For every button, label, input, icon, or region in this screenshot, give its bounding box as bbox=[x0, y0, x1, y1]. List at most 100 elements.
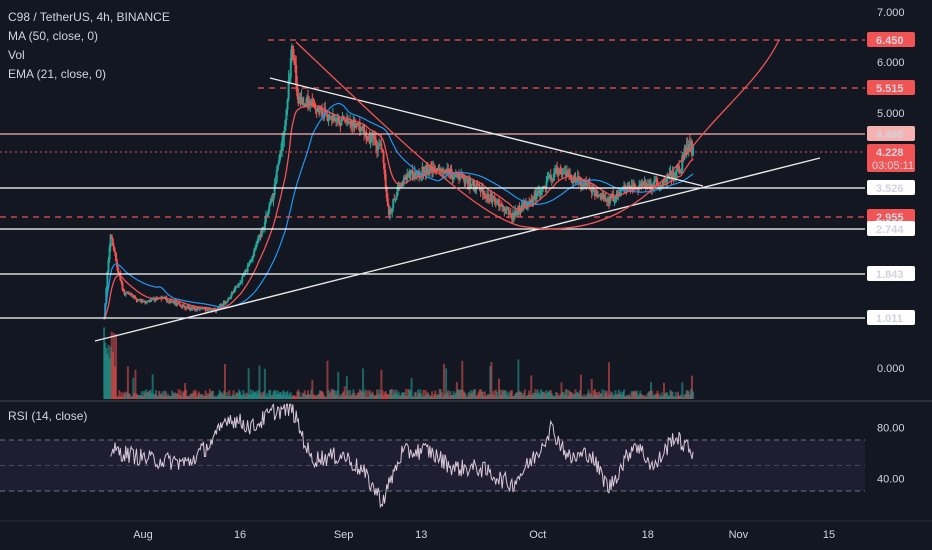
volume-bar bbox=[656, 390, 659, 399]
volume-bar bbox=[577, 393, 580, 399]
volume-bar bbox=[501, 389, 504, 399]
volume-bar bbox=[250, 394, 253, 399]
volume-bar bbox=[218, 389, 221, 399]
candle-body bbox=[644, 180, 647, 189]
candle-body bbox=[298, 96, 301, 104]
volume-bar bbox=[385, 394, 388, 399]
volume-bar bbox=[258, 365, 261, 399]
volume-bar bbox=[621, 392, 624, 399]
candle-body bbox=[582, 183, 585, 186]
volume-bar bbox=[126, 366, 129, 399]
candle-body bbox=[105, 288, 108, 304]
volume-bar bbox=[357, 392, 360, 399]
volume-bar bbox=[481, 391, 484, 399]
volume-bar bbox=[316, 394, 319, 399]
candle-body bbox=[380, 143, 383, 150]
volume-bar bbox=[138, 394, 141, 399]
volume-bar bbox=[374, 394, 377, 399]
volume-bar bbox=[673, 396, 676, 399]
volume-bar bbox=[473, 389, 476, 399]
volume-bar bbox=[632, 391, 635, 399]
volume-bar bbox=[586, 393, 589, 399]
candle-body bbox=[147, 300, 150, 302]
candle-body bbox=[691, 141, 694, 156]
candle-body bbox=[185, 308, 188, 310]
x-tick-label: 16 bbox=[234, 529, 246, 541]
candle-body bbox=[547, 176, 550, 178]
candle-body bbox=[410, 170, 413, 172]
volume-bar bbox=[360, 390, 363, 399]
x-tick-label: 13 bbox=[415, 529, 427, 541]
candle-body bbox=[226, 300, 229, 303]
candle-body bbox=[288, 77, 291, 81]
volume-bar bbox=[489, 366, 492, 399]
volume-bar bbox=[453, 394, 456, 399]
volume-bar bbox=[367, 396, 370, 399]
candle-body bbox=[343, 119, 346, 121]
legend-vol[interactable]: Vol bbox=[8, 48, 25, 62]
rsi-legend[interactable]: RSI (14, close) bbox=[8, 409, 88, 423]
x-tick-label: 15 bbox=[823, 529, 835, 541]
candle-body bbox=[413, 172, 416, 178]
volume-bar bbox=[664, 393, 667, 399]
volume-bar bbox=[522, 392, 525, 399]
volume-bar bbox=[643, 396, 646, 399]
volume-bar bbox=[305, 394, 308, 399]
candle-body bbox=[276, 164, 279, 171]
candle-body bbox=[217, 306, 220, 309]
candle-body bbox=[365, 131, 368, 140]
candle-body bbox=[678, 166, 681, 173]
price-badge-box bbox=[867, 266, 915, 281]
volume-bar bbox=[213, 396, 216, 399]
legend-ema[interactable]: EMA (21, close, 0) bbox=[8, 67, 107, 81]
volume-bar bbox=[444, 394, 447, 399]
candle-body bbox=[187, 305, 190, 308]
volume-bar bbox=[193, 392, 196, 399]
volume-bar bbox=[518, 391, 521, 399]
candle-body bbox=[591, 187, 594, 193]
candle-body bbox=[596, 191, 599, 198]
candle-body bbox=[184, 306, 187, 309]
candle-body bbox=[673, 177, 676, 179]
volume-bar bbox=[296, 391, 299, 399]
volume-bar bbox=[310, 389, 313, 399]
x-tick-label: Nov bbox=[729, 529, 749, 541]
legend-ma[interactable]: MA (50, close, 0) bbox=[8, 29, 99, 43]
price-badge-box bbox=[867, 80, 915, 95]
candle-body bbox=[493, 196, 496, 202]
candle-body bbox=[641, 182, 644, 188]
candle-body bbox=[171, 301, 174, 303]
candle-body bbox=[149, 299, 152, 303]
candle-body bbox=[505, 207, 508, 210]
volume-bar bbox=[658, 396, 661, 399]
candle-body bbox=[277, 160, 280, 165]
x-tick-label: Sep bbox=[334, 529, 354, 541]
candle-body bbox=[483, 192, 486, 198]
price-badge-box bbox=[867, 126, 915, 141]
volume-bar bbox=[634, 392, 637, 399]
volume-bar bbox=[270, 395, 273, 399]
volume-bar bbox=[576, 392, 579, 399]
volume-bar bbox=[234, 393, 237, 399]
volume-bar bbox=[345, 376, 348, 399]
candle-body bbox=[617, 192, 620, 197]
volume-bar bbox=[502, 391, 505, 399]
volume-bar bbox=[143, 390, 146, 399]
volume-bar bbox=[668, 395, 671, 399]
candle-body bbox=[331, 114, 334, 121]
legend-symbol[interactable]: C98 / TetherUS, 4h, BINANCE bbox=[8, 10, 170, 24]
candle-body bbox=[465, 179, 468, 181]
volume-bar bbox=[682, 396, 685, 399]
candle-body bbox=[125, 292, 128, 294]
volume-bar bbox=[189, 394, 192, 399]
volume-bar bbox=[311, 379, 314, 399]
candle-body bbox=[295, 64, 298, 86]
candle-body bbox=[174, 301, 177, 304]
candle-body bbox=[136, 300, 139, 302]
candle-body bbox=[329, 116, 332, 118]
volume-bar bbox=[287, 396, 290, 399]
price-badge-box bbox=[867, 180, 915, 195]
volume-bar bbox=[531, 395, 534, 399]
volume-bar bbox=[222, 391, 225, 399]
